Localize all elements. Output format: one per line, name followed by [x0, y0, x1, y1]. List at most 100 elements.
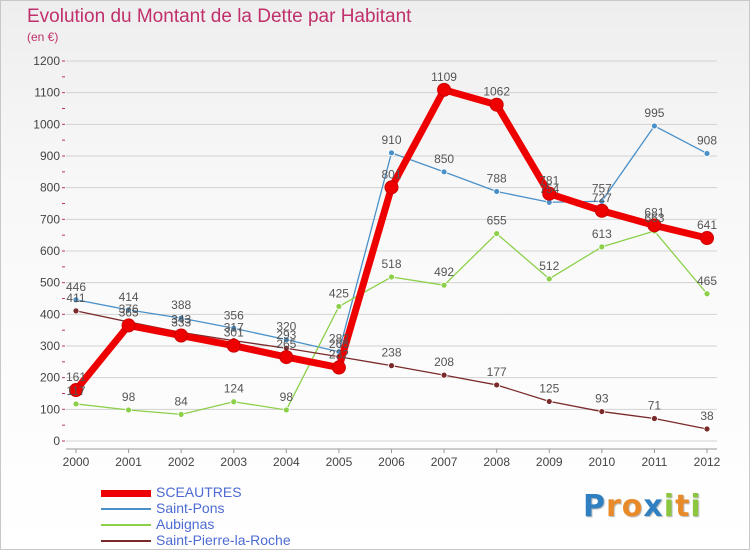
data-label-aubignas: 98: [280, 390, 294, 404]
y-tick-label: 1000: [33, 117, 60, 131]
data-point-saint-pierre-la-roche: [545, 398, 553, 405]
data-point-aubignas: [388, 273, 395, 281]
data-label-aubignas: 117: [66, 384, 85, 398]
data-point-saint-pierre-la-roche: [72, 307, 80, 315]
legend-label: Aubignas: [156, 516, 215, 532]
data-point-saint-pons: [177, 314, 185, 322]
data-point-saint-pierre-la-roche: [493, 381, 501, 389]
data-point-aubignas: [545, 275, 553, 283]
data-label-sceautres: 301: [224, 326, 244, 340]
data-label-aubignas: 613: [592, 227, 612, 241]
x-tick-label: 2005: [326, 455, 353, 469]
x-tick-label: 2009: [536, 455, 563, 469]
data-label-saint-pons: 754: [539, 182, 559, 196]
data-label-saint-pons: 908: [697, 133, 717, 147]
data-point-saint-pons: [651, 122, 658, 130]
data-label-saint-pierre-la-roche: 343: [171, 312, 191, 326]
logo-letter: i: [690, 489, 702, 524]
data-label-aubignas: 425: [329, 286, 349, 300]
data-label-saint-pierre-la-roche: 376: [119, 302, 139, 316]
legend-label: Saint-Pons: [156, 500, 225, 516]
data-point-saint-pons: [125, 306, 132, 314]
logo-letter: o: [621, 489, 644, 524]
data-label-sceautres: 781: [539, 174, 559, 188]
data-label-saint-pierre-la-roche: 208: [434, 355, 454, 369]
legend-label: SCEAUTRES: [156, 484, 242, 500]
data-label-sceautres: 727: [592, 191, 612, 205]
logo-letter: i: [663, 489, 676, 524]
legend-swatch: [101, 508, 151, 510]
data-point-saint-pons: [493, 188, 501, 195]
data-label-saint-pierre-la-roche: 238: [381, 346, 401, 360]
legend-swatch: [101, 524, 151, 526]
data-point-saint-pons: [72, 296, 80, 304]
chart-title: Evolution du Montant de la Dette par Hab…: [27, 6, 412, 27]
data-point-sceautres: [594, 203, 609, 218]
data-label-aubignas: 663: [644, 211, 664, 225]
x-tick-label: 2003: [220, 455, 247, 469]
data-point-sceautres: [700, 231, 714, 246]
y-tick-label: 1200: [33, 54, 60, 68]
chart-unit-label: (en €): [27, 30, 59, 44]
x-tick-label: 2007: [431, 455, 458, 469]
data-label-aubignas: 84: [174, 394, 188, 408]
data-point-aubignas: [230, 398, 238, 406]
data-point-sceautres: [384, 180, 399, 195]
data-label-saint-pons: 995: [644, 106, 664, 120]
data-point-saint-pons: [388, 149, 395, 157]
data-label-saint-pons: 788: [487, 171, 507, 185]
y-tick-label: 500: [40, 276, 60, 290]
y-tick-label: 300: [40, 339, 60, 353]
data-label-saint-pons: 282: [329, 332, 349, 346]
data-point-aubignas: [440, 281, 448, 289]
data-point-sceautres: [647, 218, 662, 233]
y-tick-label: 1100: [34, 86, 60, 100]
data-point-saint-pons: [440, 168, 448, 176]
logo-letter: r: [606, 489, 622, 524]
data-label-saint-pons: 446: [66, 280, 86, 294]
data-point-sceautres: [542, 186, 557, 201]
y-tick-label: 200: [40, 371, 60, 385]
data-point-sceautres: [489, 97, 504, 112]
data-label-saint-pierre-la-roche: 177: [487, 365, 507, 379]
data-label-aubignas: 518: [381, 257, 401, 271]
data-label-aubignas: 98: [122, 390, 136, 404]
data-point-aubignas: [177, 410, 185, 418]
y-tick-label: 0: [53, 434, 60, 448]
data-label-saint-pierre-la-roche: 293: [276, 328, 296, 342]
data-point-aubignas: [703, 290, 711, 298]
y-tick-label: 700: [40, 212, 60, 226]
data-label-aubignas: 492: [434, 265, 454, 279]
data-label-saint-pierre-la-roche: 125: [539, 381, 559, 395]
x-tick-label: 2011: [642, 455, 668, 469]
data-label-saint-pierre-la-roche: 317: [224, 321, 244, 335]
x-tick-label: 2004: [273, 455, 300, 469]
data-point-aubignas: [493, 230, 501, 237]
logo-letter: x: [643, 489, 664, 524]
data-label-sceautres: 232: [329, 348, 349, 362]
data-label-saint-pons: 910: [381, 133, 401, 147]
data-point-sceautres: [226, 338, 241, 353]
legend-swatch: [101, 540, 151, 542]
data-label-saint-pierre-la-roche: 411: [66, 291, 85, 305]
proxiti-logo: Proxiti: [583, 489, 702, 524]
data-label-sceautres: 801: [381, 167, 401, 181]
data-point-aubignas: [125, 406, 132, 414]
data-label-aubignas: 512: [539, 259, 559, 273]
data-point-saint-pons: [282, 336, 290, 344]
data-point-sceautres: [69, 383, 83, 398]
data-label-sceautres: 641: [697, 218, 717, 232]
x-tick-label: 2008: [483, 455, 510, 469]
data-label-aubignas: 124: [224, 382, 244, 396]
y-tick-label: 900: [40, 149, 60, 163]
legend-label: Saint-Pierre-la-Roche: [156, 532, 291, 548]
y-tick-label: 100: [40, 402, 60, 416]
data-point-saint-pierre-la-roche: [598, 408, 606, 415]
x-tick-label: 2012: [694, 455, 721, 469]
data-label-saint-pierre-la-roche: 93: [595, 392, 609, 406]
data-point-saint-pierre-la-roche: [440, 371, 448, 379]
data-label-sceautres: 1109: [431, 70, 457, 84]
data-point-sceautres: [279, 350, 294, 365]
y-tick-label: 800: [40, 181, 60, 195]
data-point-saint-pons: [230, 324, 238, 332]
